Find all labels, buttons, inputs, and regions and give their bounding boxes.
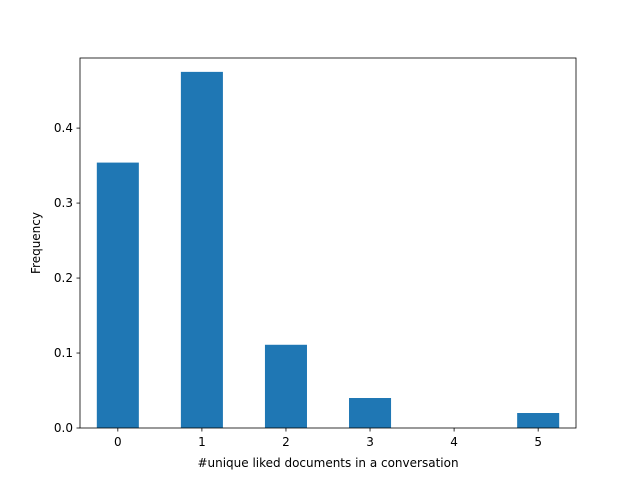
axes-frame — [79, 57, 577, 429]
y-tick-label: 0.1 — [54, 346, 73, 360]
bar-0 — [96, 162, 139, 428]
x-tick-label: 1 — [198, 435, 206, 449]
x-tick-label: 4 — [450, 435, 458, 449]
y-axis-label: Frequency — [29, 212, 43, 274]
y-tick-label: 0.3 — [54, 196, 73, 210]
bar-1 — [180, 71, 223, 429]
y-ticks-group: 0.0 0.1 0.2 0.3 0.4 — [54, 121, 80, 435]
bars-group — [96, 71, 560, 429]
y-tick-label: 0.0 — [54, 421, 73, 435]
x-axis-label: #unique liked documents in a conversatio… — [197, 456, 458, 470]
x-tick-label: 3 — [366, 435, 374, 449]
x-tick-label: 0 — [114, 435, 122, 449]
x-tick-label: 5 — [534, 435, 542, 449]
x-tick-label: 2 — [282, 435, 290, 449]
x-ticks-group: 0 1 2 3 4 5 — [114, 428, 542, 449]
bar-5 — [517, 413, 560, 428]
bar-2 — [264, 344, 307, 428]
y-tick-label: 0.4 — [54, 121, 73, 135]
bar-3 — [349, 398, 392, 428]
y-tick-label: 0.2 — [54, 271, 73, 285]
plot-area — [80, 58, 576, 428]
